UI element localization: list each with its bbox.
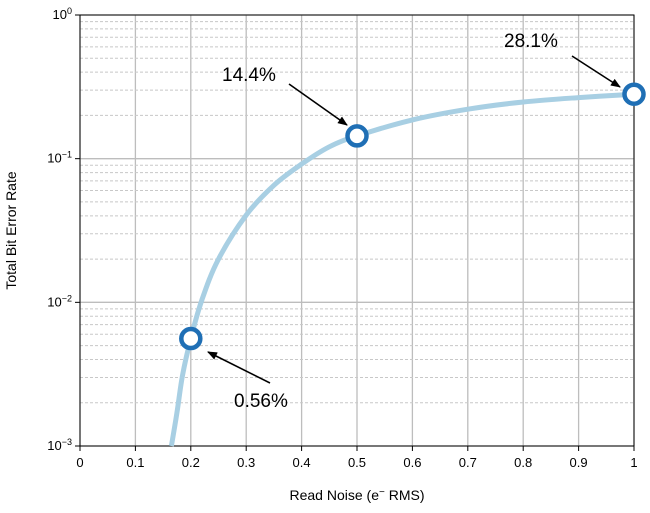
y-tick-label: 10−3 [47, 437, 72, 453]
annotation-arrow [207, 351, 271, 384]
x-tick-label: 0.3 [237, 455, 255, 470]
series-layer [168, 91, 635, 447]
x-tick-label: 0.7 [459, 455, 477, 470]
data-point-marker [179, 326, 203, 351]
x-tick-label: 0.1 [126, 455, 144, 470]
x-tick-label: 0.9 [570, 455, 588, 470]
tick-labels: 0 0.1 0.2 0.3 0.4 0.5 0.6 0.7 0.8 0.9 1 10−3 10−2 10−… [47, 6, 637, 470]
y-axis-title: Total Bit Error Rate [3, 171, 19, 289]
data-point-marker [622, 82, 646, 106]
annotation-label: 14.4% [222, 65, 276, 86]
x-tick-label: 0 [76, 455, 83, 470]
grid [79, 14, 635, 447]
y-tick-label: 10−2 [47, 293, 72, 309]
x-tick-label: 0.2 [182, 455, 200, 470]
annotation-label: 28.1% [504, 31, 558, 52]
x-tick-label: 0.5 [348, 455, 366, 470]
annotation-arrow [571, 55, 621, 88]
y-tick-label: 100 [53, 6, 72, 22]
x-axis-title: Read Noise (e− RMS) [289, 487, 424, 504]
series-line [168, 91, 635, 447]
marker-layer: 0.56% 14.4% 28.1% [179, 31, 646, 412]
annotation-label: 0.56% [234, 391, 288, 412]
annotation-arrow [288, 83, 348, 126]
x-tick-label: 0.8 [514, 455, 532, 470]
x-tick-label: 1 [630, 455, 637, 470]
y-tick-label: 10−1 [47, 150, 72, 166]
x-tick-label: 0.4 [293, 455, 311, 470]
x-tick-label: 0.6 [403, 455, 421, 470]
data-point-marker [345, 124, 369, 148]
